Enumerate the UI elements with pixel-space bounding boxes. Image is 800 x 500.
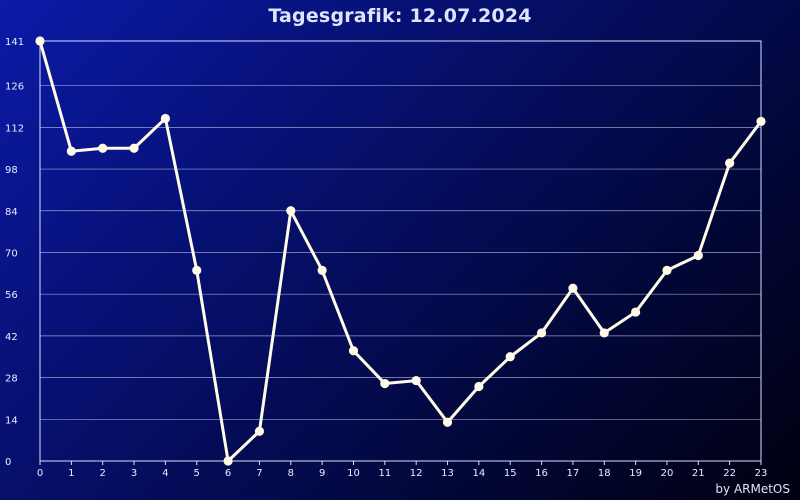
- x-tick-label: 3: [131, 468, 137, 479]
- y-axis-ticks: 0 14 28 42 56 70 84 98 112 126 141: [5, 37, 24, 468]
- data-point: [35, 36, 45, 46]
- data-point: [380, 378, 390, 389]
- data-point: [317, 265, 327, 275]
- x-tick-label: 17: [567, 468, 580, 479]
- x-tick-label: 15: [504, 468, 517, 479]
- x-tick-label: 1: [68, 468, 74, 479]
- y-tick-label: 56: [5, 290, 18, 301]
- y-tick-label: 70: [5, 248, 18, 259]
- data-point: [98, 143, 108, 153]
- data-point: [442, 417, 453, 427]
- x-tick-label: 19: [629, 468, 642, 479]
- data-point: [254, 426, 265, 436]
- plot-border: [39, 40, 762, 462]
- y-tick-label: 28: [5, 374, 18, 385]
- grid-lines: [40, 40, 761, 462]
- series-line: [38, 39, 763, 463]
- data-point: [662, 265, 672, 275]
- data-point: [129, 143, 139, 153]
- data-point: [536, 328, 547, 338]
- x-tick-label: 18: [598, 468, 611, 479]
- data-point: [693, 250, 703, 261]
- x-tick-label: 20: [661, 468, 674, 479]
- y-tick-label: 42: [5, 332, 18, 343]
- y-tick-label: 84: [5, 207, 18, 218]
- x-tick-label: 10: [347, 468, 360, 479]
- x-tick-label: 11: [378, 468, 391, 479]
- x-tick-label: 22: [723, 468, 736, 479]
- x-tick-label: 8: [288, 468, 294, 479]
- x-tick-label: 2: [100, 468, 106, 479]
- y-tick-label: 126: [5, 82, 24, 93]
- data-point: [160, 113, 170, 124]
- data-series: [38, 39, 763, 463]
- x-tick-label: 12: [410, 468, 423, 479]
- data-point: [474, 381, 484, 392]
- x-tick-label: 7: [256, 468, 262, 479]
- x-tick-label: 6: [225, 468, 231, 479]
- y-tick-label: 141: [5, 37, 24, 48]
- data-point: [286, 206, 296, 216]
- data-point: [192, 265, 202, 275]
- x-tick-label: 14: [473, 468, 486, 479]
- x-tick-label: 4: [162, 468, 168, 479]
- x-tick-label: 5: [194, 468, 200, 479]
- data-point: [599, 328, 609, 338]
- y-tick-label: 98: [5, 165, 18, 176]
- x-tick-label: 9: [319, 468, 325, 479]
- data-point: [756, 116, 766, 127]
- y-tick-label: 112: [5, 123, 24, 134]
- footer-credit: by ARMetOS: [715, 482, 790, 496]
- x-tick-label: 0: [37, 468, 43, 479]
- x-tick-label: 16: [535, 468, 548, 479]
- y-tick-label: 14: [5, 415, 18, 426]
- data-point: [568, 283, 578, 293]
- x-tick-label: 21: [692, 468, 705, 479]
- data-point: [66, 146, 76, 156]
- plot-frame: [39, 40, 762, 462]
- x-axis-ticks: 0 1 2 3 4 5 6 7 8 9 10 11 12 13 14 15 16 17 18 19 20 21 22 23: [37, 461, 768, 479]
- data-point: [505, 352, 515, 362]
- data-point: [348, 346, 359, 356]
- chart-title: Tagesgrafik: 12.07.2024: [268, 5, 532, 27]
- data-points: [35, 36, 766, 466]
- x-tick-label: 23: [755, 468, 768, 479]
- data-point: [411, 375, 421, 386]
- data-point: [631, 307, 641, 317]
- data-point: [725, 158, 735, 168]
- x-tick-label: 13: [441, 468, 454, 479]
- y-tick-label: 0: [5, 457, 11, 468]
- data-point: [223, 456, 233, 466]
